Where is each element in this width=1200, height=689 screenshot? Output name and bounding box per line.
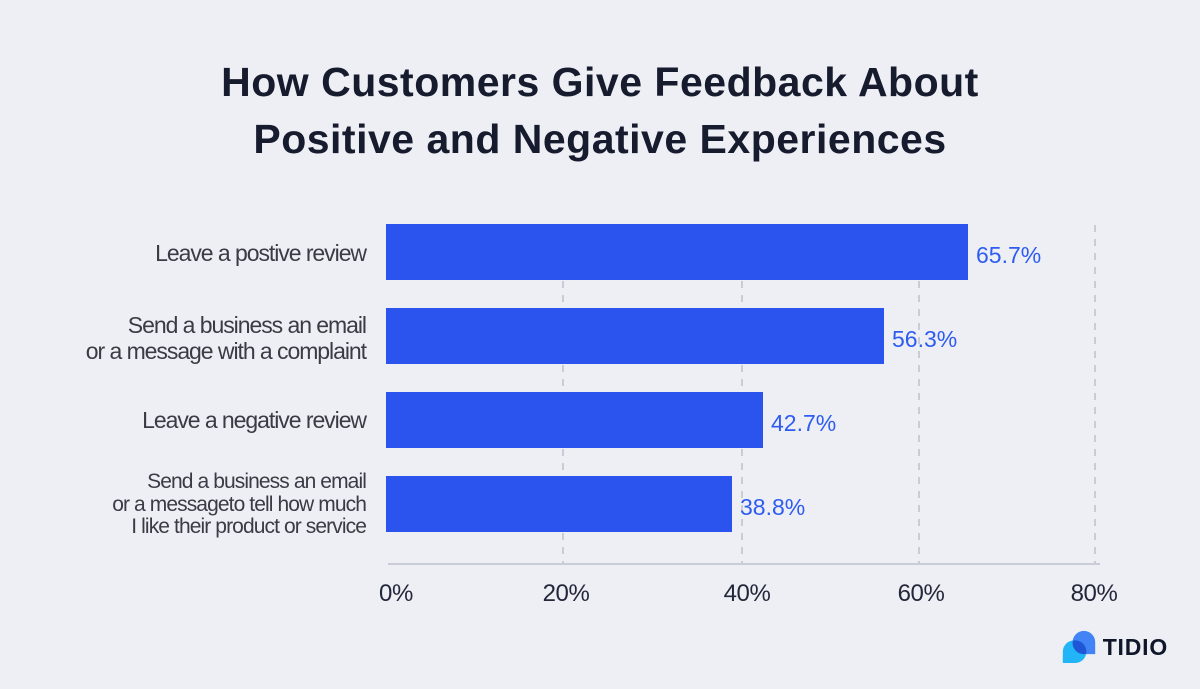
svg-text:TIDIO: TIDIO bbox=[1103, 634, 1168, 660]
